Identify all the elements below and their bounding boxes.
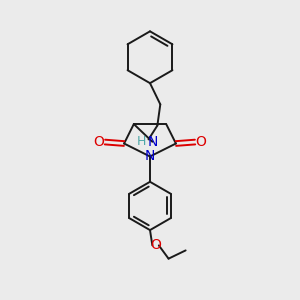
- Text: H: H: [136, 135, 146, 148]
- Text: O: O: [196, 135, 206, 149]
- Text: N: N: [147, 135, 158, 149]
- Text: N: N: [145, 149, 155, 164]
- Text: O: O: [94, 135, 104, 149]
- Text: O: O: [151, 238, 161, 252]
